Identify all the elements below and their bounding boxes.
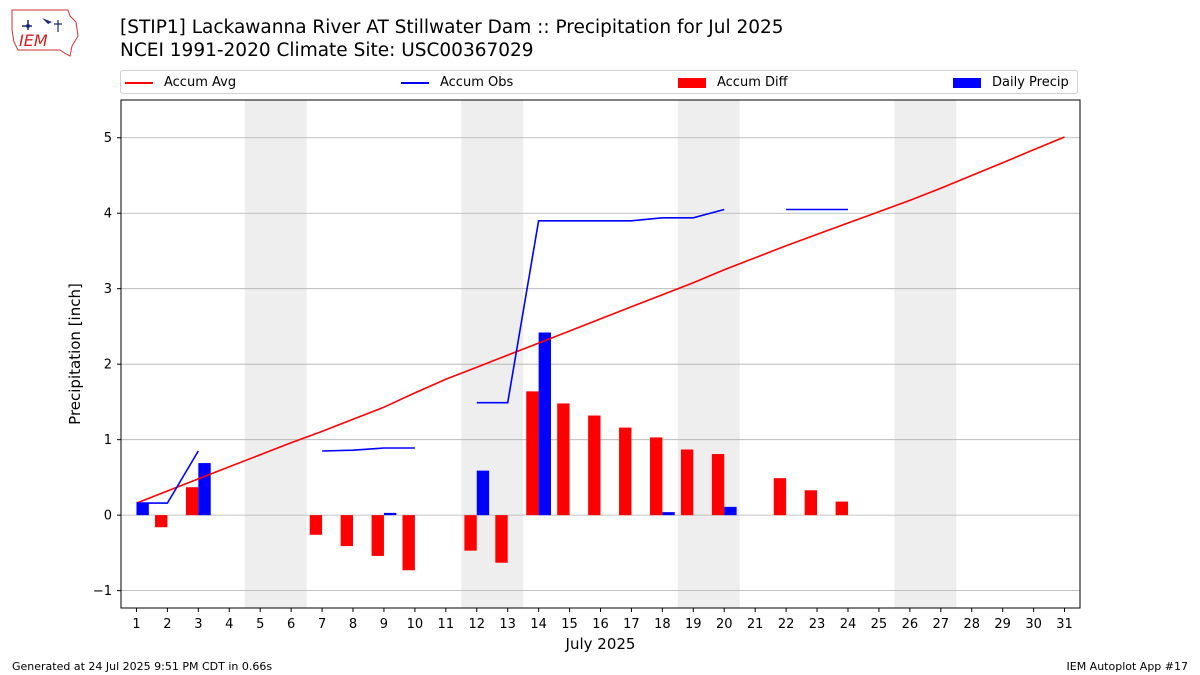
- x-tick-label: 27: [933, 617, 950, 632]
- daily-precip-bar: [662, 512, 675, 516]
- x-tick-label: 17: [623, 617, 640, 632]
- accum-diff-bar: [588, 415, 601, 516]
- accum-diff-bar: [649, 437, 663, 516]
- legend-item-accum-avg: Accum Avg: [125, 74, 236, 91]
- y-tick-label: 4: [104, 207, 112, 222]
- chart-title: [STIP1] Lackawanna River AT Stillwater D…: [120, 17, 784, 38]
- accum-diff-bar: [835, 501, 848, 516]
- x-tick-label: 4: [225, 617, 233, 632]
- x-tick-label: 3: [194, 617, 202, 632]
- y-tick-label: 1: [104, 433, 112, 448]
- accum-diff-bar: [309, 515, 323, 535]
- legend-swatch-accum-avg: [125, 81, 153, 84]
- accum-obs-line: [136, 450, 199, 504]
- x-tick-label: 15: [561, 617, 578, 632]
- logo-text: IEM: [19, 31, 48, 50]
- legend-swatch-accum-diff: [678, 77, 706, 88]
- x-tick-label: 23: [809, 617, 826, 632]
- x-tick-label: 19: [685, 617, 702, 632]
- daily-precip-bar: [198, 463, 211, 516]
- daily-precip-bar: [383, 512, 397, 516]
- weekend-shade: [677, 100, 740, 608]
- legend-swatch-daily-precip: [953, 77, 981, 88]
- x-tick-label: 8: [349, 617, 357, 632]
- legend-label-accum-obs: Accum Obs: [440, 75, 514, 90]
- x-tick-label: 20: [716, 617, 733, 632]
- accum-diff-bar: [402, 515, 415, 571]
- x-tick-label: 6: [287, 617, 295, 632]
- x-tick-label: 24: [840, 617, 857, 632]
- x-tick-label: 25: [871, 617, 888, 632]
- x-tick-label: 10: [407, 617, 424, 632]
- accum-diff-bar: [711, 454, 725, 516]
- x-tick-label: 11: [438, 617, 455, 632]
- iem-logo: IEM: [8, 6, 80, 58]
- legend-label-daily-precip: Daily Precip: [992, 75, 1069, 90]
- y-tick-label: 0: [104, 509, 112, 524]
- legend-item-daily-precip: Daily Precip: [953, 74, 1069, 91]
- generated-timestamp: Generated at 24 Jul 2025 9:51 PM CDT in …: [12, 660, 273, 673]
- x-tick-label: 21: [747, 617, 764, 632]
- y-tick-label: 5: [104, 131, 112, 146]
- weekend-shade: [461, 100, 524, 608]
- x-tick-label: 14: [530, 617, 547, 632]
- accum-obs-line: [322, 447, 415, 452]
- daily-precip-bar: [538, 332, 552, 516]
- accum-diff-bar: [155, 515, 168, 528]
- legend-label-accum-avg: Accum Avg: [164, 75, 237, 90]
- daily-precip-bar: [724, 506, 737, 516]
- x-tick-label: 29: [994, 617, 1011, 632]
- accum-diff-bar: [185, 487, 199, 516]
- accum-diff-bar: [526, 391, 539, 516]
- accum-diff-bar: [557, 403, 570, 516]
- weekend-shade: [894, 100, 957, 608]
- daily-precip-bar: [476, 470, 490, 516]
- y-axis-label: Precipitation [inch]: [66, 283, 84, 425]
- accum-diff-bar: [495, 515, 508, 563]
- app-credit: IEM Autoplot App #17: [1066, 660, 1189, 673]
- x-tick-label: 2: [163, 617, 171, 632]
- accum-diff-bar: [371, 515, 384, 556]
- legend-label-accum-diff: Accum Diff: [717, 75, 788, 90]
- y-tick-label: 3: [104, 282, 112, 297]
- x-tick-label: 22: [778, 617, 795, 632]
- legend-item-accum-diff: Accum Diff: [678, 74, 788, 91]
- accum-diff-bar: [804, 490, 818, 516]
- x-tick-label: 12: [468, 617, 485, 632]
- x-tick-label: 1: [132, 617, 140, 632]
- x-tick-label: 5: [256, 617, 264, 632]
- chart-subtitle: NCEI 1991-2020 Climate Site: USC00367029: [120, 40, 534, 61]
- accum-avg-line: [136, 136, 1065, 504]
- x-axis-label: July 2025: [565, 635, 636, 653]
- accum-diff-bar: [619, 427, 632, 516]
- accum-obs-line: [476, 208, 725, 404]
- y-tick-label: 2: [104, 358, 112, 373]
- x-tick-label: 16: [592, 617, 609, 632]
- accum-diff-bar: [773, 478, 787, 516]
- y-tick-label: −1: [93, 584, 112, 599]
- weekend-shade: [244, 100, 307, 608]
- x-tick-label: 30: [1025, 617, 1042, 632]
- daily-precip-bar: [136, 503, 149, 516]
- x-tick-label: 18: [654, 617, 671, 632]
- plot-frame: [120, 99, 1081, 609]
- x-tick-label: 31: [1056, 617, 1073, 632]
- x-tick-label: 13: [499, 617, 516, 632]
- x-tick-label: 7: [318, 617, 326, 632]
- accum-diff-bar: [340, 515, 354, 547]
- x-tick-label: 26: [902, 617, 919, 632]
- x-tick-label: 28: [963, 617, 980, 632]
- legend-swatch-accum-obs: [401, 81, 429, 84]
- x-tick-label: 9: [380, 617, 388, 632]
- accum-diff-bar: [680, 449, 694, 516]
- legend: Accum Avg Accum Obs Accum Diff Daily Pre…: [120, 70, 1078, 94]
- legend-item-accum-obs: Accum Obs: [401, 74, 513, 91]
- accum-diff-bar: [464, 515, 477, 551]
